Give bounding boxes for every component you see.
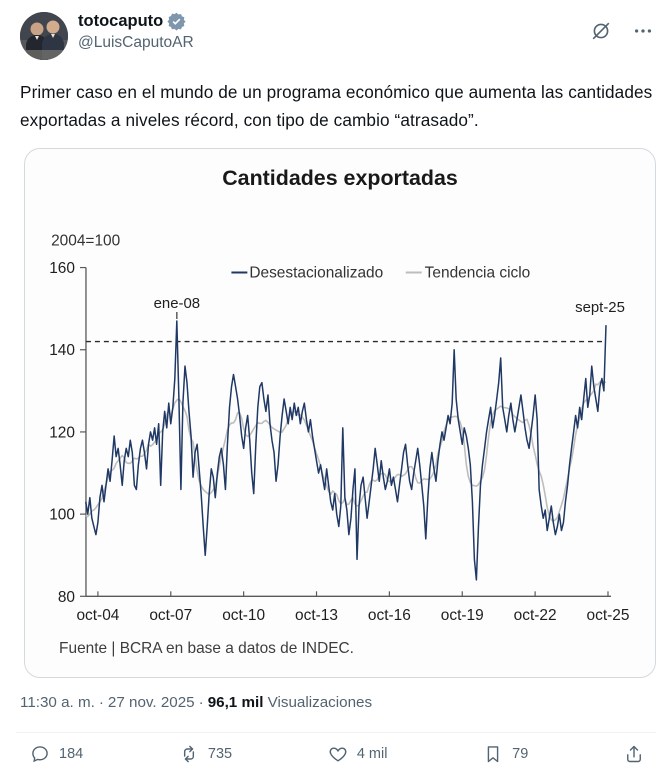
bookmark-icon <box>487 746 499 763</box>
reply-count: 184 <box>59 746 84 762</box>
like-icon <box>329 747 347 762</box>
x-tick-label: oct-22 <box>514 607 557 624</box>
bookmark-count: 79 <box>512 746 529 762</box>
timestamp-date: 27 nov. 2025 <box>107 694 195 711</box>
repost-icon <box>183 745 194 763</box>
chart-source: Fuente | BCRA en base a datos de INDEC. <box>59 640 354 657</box>
x-tick-label: oct-19 <box>441 607 484 624</box>
y-tick-label: 120 <box>49 424 75 441</box>
header-actions <box>590 12 656 42</box>
divider <box>16 732 656 733</box>
verified-badge-icon <box>167 12 186 31</box>
x-tick-label: oct-04 <box>76 607 119 624</box>
timestamp-time: 11:30 a. m. <box>20 694 95 711</box>
user-handle[interactable]: @LuisCaputoAR <box>78 34 194 51</box>
tweet-meta: 11:30 a. m. · 27 nov. 2025 · 96,1 mil Visual… <box>20 694 373 711</box>
legend-label-tendencia: Tendencia ciclo <box>425 265 531 282</box>
y-tick-label: 160 <box>49 260 75 277</box>
display-name[interactable]: totocaputo <box>78 12 164 30</box>
reply-button[interactable]: 184 <box>30 744 83 764</box>
x-tick-label: oct-13 <box>295 607 338 624</box>
x-tick-label: oct-25 <box>587 607 630 624</box>
chart-image[interactable]: Cantidades exportadas 2004=100 Desestaci… <box>24 148 656 678</box>
annotation-sept-25: sept-25 <box>575 299 625 316</box>
x-tick-label: oct-16 <box>368 607 411 624</box>
chart-legend: Desestacionalizado Tendencia ciclo <box>231 265 530 282</box>
share-icon <box>627 745 641 763</box>
y-tick-label: 140 <box>49 342 75 359</box>
like-count: 4 mil <box>356 746 388 762</box>
action-bar: 184 735 4 mil 79 <box>0 733 672 764</box>
repost-button[interactable]: 735 <box>179 744 232 764</box>
tweet-header: totocaputo @LuisCaputoAR <box>0 0 672 60</box>
y-tick-label: 100 <box>49 507 75 524</box>
chart-title: Cantidades exportadas <box>222 166 458 190</box>
exports-chart: Cantidades exportadas 2004=100 Desestaci… <box>49 166 630 657</box>
x-tick-label: oct-07 <box>149 607 192 624</box>
identity-block: totocaputo @LuisCaputoAR <box>78 12 590 52</box>
avatar-photo <box>20 12 68 60</box>
x-tick-label: oct-10 <box>222 607 265 624</box>
like-button[interactable]: 4 mil <box>328 744 388 764</box>
more-icon[interactable] <box>632 20 654 42</box>
legend-label-desestacionalizado: Desestacionalizado <box>249 265 383 282</box>
series-line-desestacionalizado <box>85 320 607 581</box>
chart-unit-note: 2004=100 <box>51 233 120 250</box>
annotation-ene-08: ene-08 <box>154 295 201 312</box>
avatar[interactable] <box>20 12 68 60</box>
y-tick-label: 80 <box>58 589 75 606</box>
grok-icon[interactable] <box>590 20 612 42</box>
tweet-text: Primer caso en el mundo de un programa e… <box>20 82 653 130</box>
repost-count: 735 <box>207 746 233 762</box>
bookmark-button[interactable]: 79 <box>483 744 528 764</box>
share-button[interactable] <box>624 744 644 764</box>
views-count: 96,1 mil <box>207 694 264 711</box>
views-label: Visualizaciones <box>267 694 373 711</box>
reply-icon <box>32 746 48 763</box>
